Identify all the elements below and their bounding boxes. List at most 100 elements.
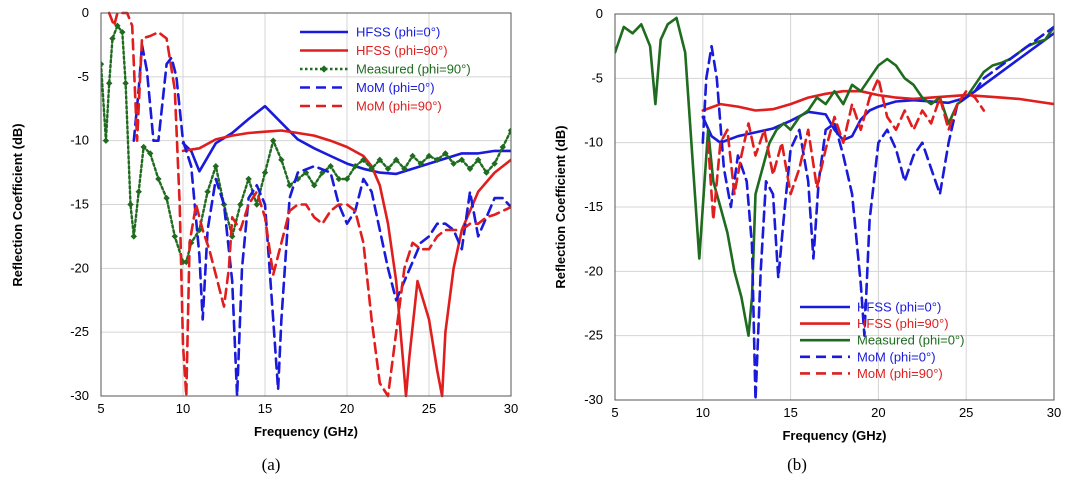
data-point [130,233,137,240]
plot-area [101,11,511,398]
legend-entry-5: MoM (phi=90°) [356,99,442,114]
data-point [109,35,116,42]
data-point [466,165,474,172]
data-point [286,182,293,189]
plot-frame [100,12,512,397]
data-point [163,194,170,202]
data-point [507,127,511,134]
x-axis-label: Frequency (GHz) [254,424,358,439]
y-tick-label: -15 [584,199,603,214]
x-tick-label: 30 [1047,405,1061,420]
x-axis-label: Frequency (GHz) [782,428,886,443]
data-point [434,156,441,164]
data-point [491,160,498,167]
data-point [127,201,134,208]
data-point [376,156,383,164]
data-point [270,137,277,144]
figure-caption: (a) [262,455,281,474]
series-line-5 [107,11,511,398]
y-tick-label: -15 [70,197,89,212]
chart-panel-2: 5 10 15 20 25 30 0 -5 -10 -15 -20 -25 -30 Frequency (… [553,6,1061,474]
y-tick-label: -10 [584,135,603,150]
data-point [327,163,334,170]
series-line-2 [181,129,511,398]
x-tick-label: 30 [504,401,518,416]
data-point [311,182,318,189]
x-tick-label: 15 [258,401,272,416]
x-tick-label: 5 [611,405,618,420]
y-tick-label: -30 [70,388,89,403]
data-point [140,143,147,151]
data-point [368,165,375,172]
y-tick-label: 0 [82,5,89,20]
data-point [102,137,110,144]
y-tick-label: -30 [584,392,603,407]
data-point [393,156,400,164]
y-tick-label: -25 [70,324,89,339]
data-point [253,201,260,208]
data-point [409,152,416,160]
y-tick-label: -20 [70,260,89,275]
data-point [212,163,219,170]
data-point [417,160,424,167]
data-point [450,160,457,167]
x-tick-label: 25 [422,401,436,416]
legend-entry-1: HFSS (phi=0°) [857,300,941,315]
plot-frame [614,13,1055,401]
data-point [147,150,154,157]
y-tick-label: -5 [591,70,603,85]
data-point [335,175,342,183]
legend-entry-3: Measured (phi=0°) [857,333,964,348]
data-point [442,150,449,157]
legend-entry-4: MoM (phi=0°) [857,349,936,364]
legend: HFSS (phi=0°)HFSS (phi=90°)Measured (phi… [800,300,964,381]
data-point [352,163,359,170]
series-line-4 [132,43,511,398]
data-point [261,169,269,176]
data-point [458,156,465,164]
x-tick-label: 10 [696,405,710,420]
series-line-5 [706,77,986,222]
data-point [483,169,490,176]
data-point [384,165,392,172]
data-point [475,156,482,164]
y-tick-label: -10 [70,133,89,148]
data-point [135,188,142,195]
data-point [278,156,285,164]
data-point [237,201,244,208]
legend: HFSS (phi=0°)HFSS (phi=90°)Measured (phi… [300,25,471,114]
data-point [425,152,433,160]
data-point [101,60,105,68]
y-tick-label: 0 [596,6,603,21]
x-tick-label: 10 [176,401,190,416]
data-point [499,143,506,151]
series-line-1 [701,31,1054,144]
legend-marker [320,65,328,73]
data-point [155,175,162,183]
data-point [204,188,211,195]
x-tick-label: 20 [340,401,354,416]
y-tick-label: -20 [584,263,603,278]
x-tick-label: 25 [959,405,973,420]
grid [614,13,1055,401]
legend-entry-4: MoM (phi=0°) [356,80,435,95]
data-point [171,233,178,240]
data-point [343,175,351,183]
data-point [114,22,121,29]
series-line-3 [615,16,1054,338]
series-line-2 [701,89,1054,112]
y-axis-label: Reflection Coefficient (dB) [10,123,25,286]
data-point [401,165,408,172]
chart-panel-1: 5 10 15 20 25 30 0 -5 -10 -15 -20 -25 -30 Frequency (… [10,5,518,474]
x-tick-label: 5 [97,401,104,416]
y-tick-label: -25 [584,328,603,343]
data-point [360,156,367,164]
data-point [245,175,252,183]
plot-area [615,16,1054,402]
data-point [106,80,113,87]
legend-entry-3: Measured (phi=90°) [356,62,471,77]
data-point [119,28,126,36]
data-point [122,80,129,87]
x-tick-label: 20 [871,405,885,420]
